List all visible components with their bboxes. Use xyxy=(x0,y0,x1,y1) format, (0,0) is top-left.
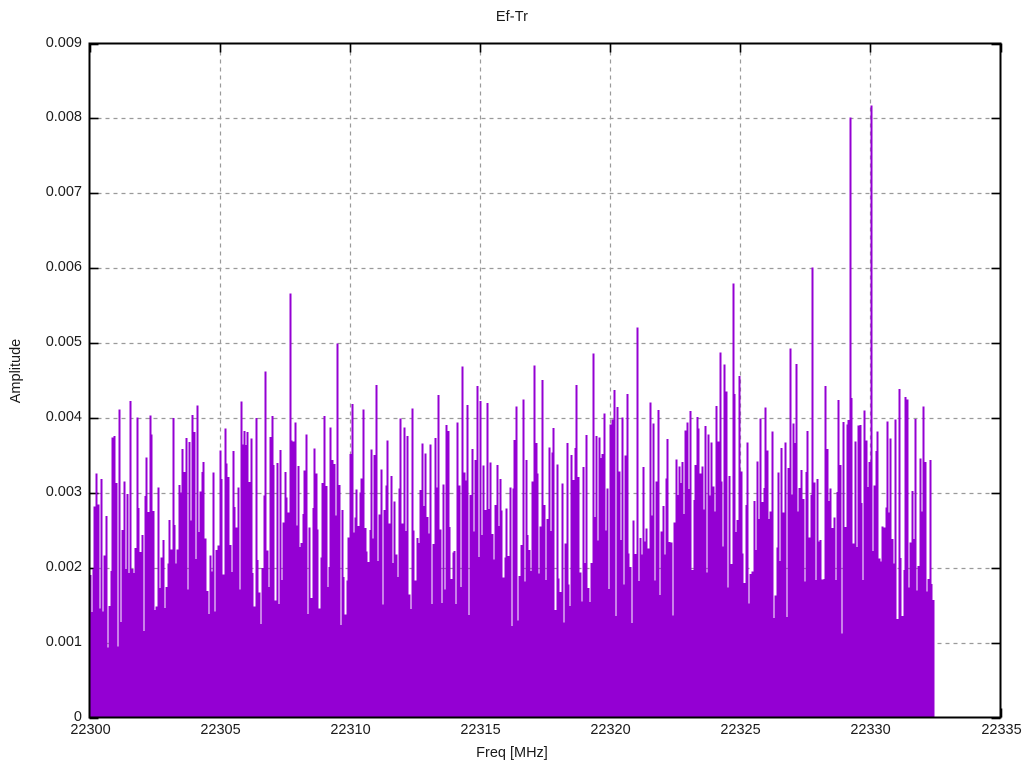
x-tick-label: 22315 xyxy=(460,722,501,738)
y-tick-label: 0.007 xyxy=(45,183,82,200)
y-tick-label: 0.003 xyxy=(45,483,82,500)
x-tick-label: 22320 xyxy=(590,722,631,738)
data-series-impulses xyxy=(89,105,935,718)
y-tick-label: 0.004 xyxy=(45,408,82,425)
y-tick-label: 0.002 xyxy=(45,558,82,575)
x-tick-label: 22305 xyxy=(200,722,241,738)
x-tick-label: 22335 xyxy=(981,722,1022,738)
x-tick-label: 22330 xyxy=(850,722,891,738)
y-tick-label: 0 xyxy=(73,708,82,725)
y-tick-label: 0.005 xyxy=(45,333,82,350)
x-tick-label: 22325 xyxy=(720,722,761,738)
x-tick-label: 22300 xyxy=(70,722,111,738)
x-axis-title: Freq [MHz] xyxy=(476,745,548,761)
chart-title: Ef-Tr xyxy=(495,9,529,25)
y-tick-label: 0.006 xyxy=(45,258,82,275)
plot-border xyxy=(88,42,1002,719)
y-tick-label: 0.001 xyxy=(45,633,82,650)
y-tick-label: 0.008 xyxy=(45,108,82,125)
x-tick-label: 22310 xyxy=(330,722,371,738)
y-tick-label: 0.009 xyxy=(45,34,82,51)
y-axis-title: Amplitude xyxy=(8,338,24,404)
